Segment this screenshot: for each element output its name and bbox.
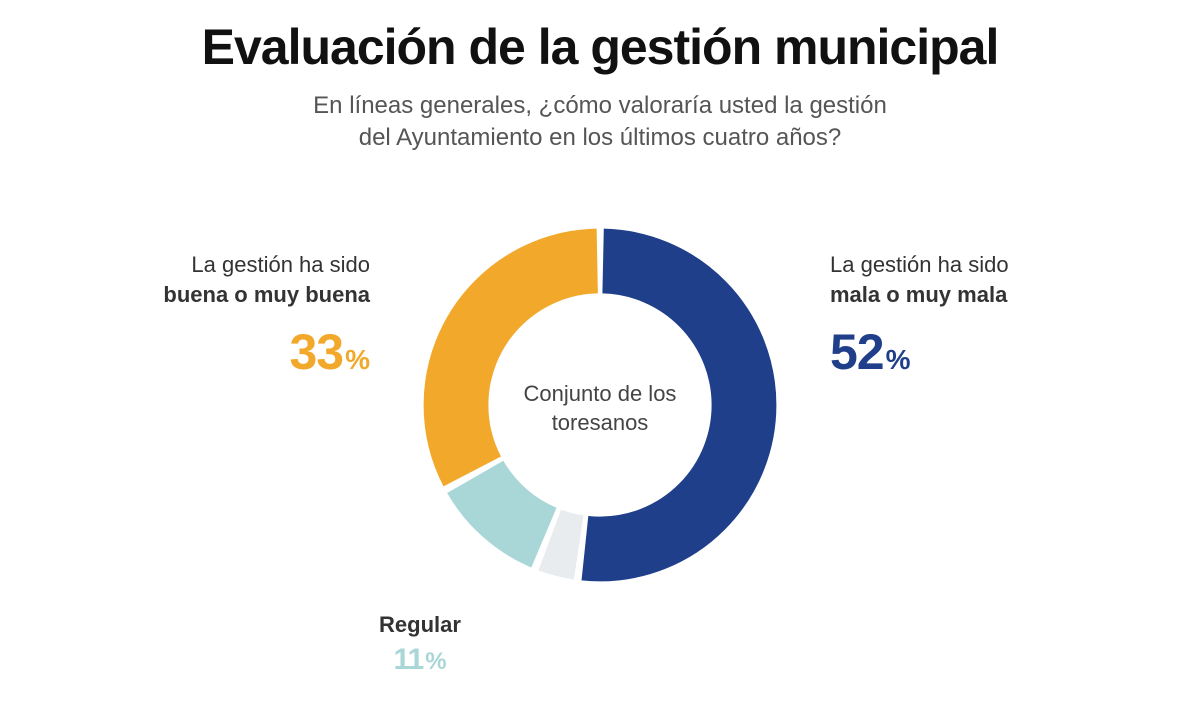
label-good: La gestión ha sido buena o muy buena 33% <box>70 250 370 387</box>
center-label-line-1: Conjunto de los <box>524 381 677 406</box>
label-bad-line1: La gestión ha sido <box>830 250 1130 280</box>
subtitle-line-2: del Ayuntamiento en los últimos cuatro a… <box>359 124 842 151</box>
label-good-pct: % <box>345 344 370 375</box>
label-good-line2: buena o muy buena <box>70 280 370 310</box>
label-good-value: 33 <box>289 324 343 380</box>
label-bad: La gestión ha sido mala o muy mala 52% <box>830 250 1130 387</box>
label-regular-value-wrap: 11% <box>330 640 510 681</box>
label-good-line1: La gestión ha sido <box>70 250 370 280</box>
subtitle-line-1: En líneas generales, ¿cómo valoraría ust… <box>313 92 887 119</box>
label-regular-line2: Regular <box>330 610 510 640</box>
page-subtitle: En líneas generales, ¿cómo valoraría ust… <box>0 90 1200 155</box>
label-bad-pct: % <box>886 344 911 375</box>
label-bad-value: 52 <box>830 324 884 380</box>
donut-center-label: Conjunto de los toresanos <box>490 380 710 437</box>
label-good-value-wrap: 33% <box>70 319 370 387</box>
label-regular-value: 11 <box>393 643 423 676</box>
label-regular-pct: % <box>425 648 446 675</box>
label-regular: Regular 11% <box>330 610 510 680</box>
page-title: Evaluación de la gestión municipal <box>0 18 1200 76</box>
label-bad-value-wrap: 52% <box>830 319 1130 387</box>
label-bad-line2: mala o muy mala <box>830 280 1130 310</box>
center-label-line-2: toresanos <box>552 410 649 435</box>
infographic-root: Evaluación de la gestión municipal En lí… <box>0 0 1200 727</box>
